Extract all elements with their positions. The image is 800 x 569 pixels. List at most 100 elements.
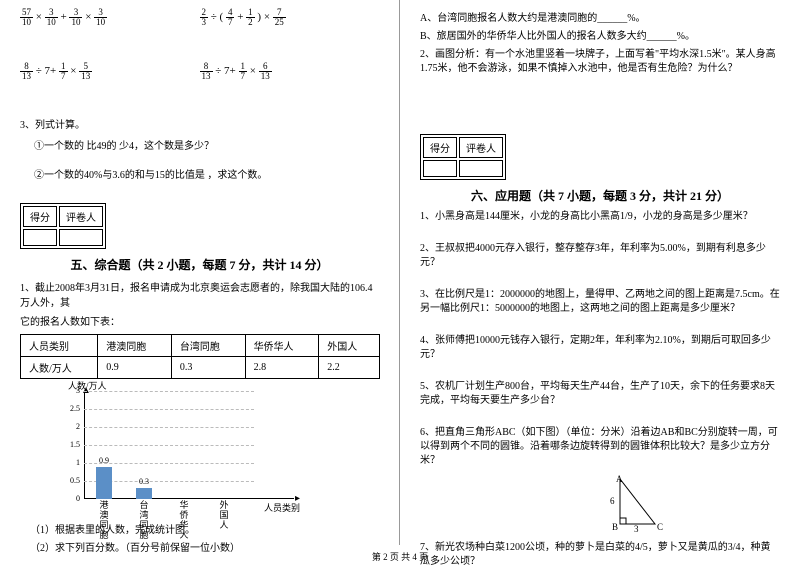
question-A: A、台湾同胞报名人数大约是港澳同胞的______%。 [420, 12, 780, 26]
formula-1b: 23 ÷ ( 47 + 12 ) × 725 [200, 8, 380, 27]
table-header-row: 人员类别 港澳同胞 台湾同胞 华侨华人 外国人 [21, 335, 380, 357]
section-5-title: 五、综合题（共 2 小题，每题 7 分，共计 14 分） [20, 256, 379, 273]
op: + [237, 11, 243, 23]
score-label: 得分 [423, 137, 457, 158]
score-cell[interactable] [423, 160, 457, 177]
frac-den: 2 [246, 18, 255, 27]
op: × [70, 65, 76, 77]
bar [136, 488, 152, 499]
question-6-6: 6、把直角三角形ABC（如下图）（单位：分米）沿着边AB和BC分别旋转一周，可以… [420, 426, 780, 468]
bar-value-label: 0.3 [134, 477, 154, 486]
question-6-1: 1、小黑身高是144厘米，小龙的身高比小黑高1/9，小龙的身高是多少厘米？ [420, 210, 780, 224]
formula-row-1: 5710 × 310 + 310 × 310 23 ÷ ( 47 + 12 ) … [20, 8, 379, 27]
frac-den: 13 [200, 72, 213, 81]
question-6-5: 5、农机厂计划生产800台，平均每天生产44台，生产了10天，余下的任务要求8天… [420, 380, 780, 408]
bar-value-label: 0.9 [94, 456, 114, 465]
table-header: 人员类别 [21, 335, 98, 357]
op: + [60, 11, 66, 23]
op: ÷ 7+ [215, 65, 236, 77]
y-tick: 0.5 [62, 476, 80, 485]
grid-line [84, 409, 254, 410]
question-3: 3、列式计算。 [20, 116, 379, 131]
frac-den: 13 [20, 72, 33, 81]
grid-line [84, 391, 254, 392]
frac-den: 10 [69, 18, 82, 27]
side-AB: 6 [610, 496, 615, 506]
op: × [36, 11, 42, 23]
question-6-4: 4、张师傅把10000元钱存入银行，定期2年，年利率为2.10%，到期后可取回多… [420, 334, 780, 362]
frac-den: 13 [79, 72, 92, 81]
formula-1a: 5710 × 310 + 310 × 310 [20, 8, 200, 27]
op: ) × [257, 11, 270, 23]
left-column: 5710 × 310 + 310 × 310 23 ÷ ( 47 + 12 ) … [0, 0, 400, 545]
question-6-2: 2、王叔叔把4000元存入银行，整存整存3年，年利率为5.00%，到期有利息多少… [420, 242, 780, 270]
question-3-1: ①一个数的 比49的 少4，这个数是多少？ [34, 137, 379, 152]
y-tick: 1 [62, 458, 80, 467]
question-6-3: 3、在比例尺是1：2000000的地图上，量得甲、乙两地之间的图上距离是7.5c… [420, 288, 780, 316]
data-table: 人员类别 港澳同胞 台湾同胞 华侨华人 外国人 人数/万人 0.9 0.3 2.… [20, 334, 380, 379]
vertex-A: A [616, 474, 623, 484]
side-BC: 3 [634, 524, 639, 534]
bar-chart: 人数/万人 ▲ ▸ 32.521.510.500.9港澳同胞0.3台湾同胞华侨华… [50, 387, 310, 517]
frac-den: 13 [259, 72, 272, 81]
op: × [85, 11, 91, 23]
grid-line [84, 445, 254, 446]
x-category-label: 港澳同胞 [96, 501, 112, 541]
vertex-B: B [612, 522, 618, 532]
table-cell: 2.2 [319, 357, 380, 379]
question-5-1-sub1: （1）根据表里的人数，完成统计图。 [30, 521, 379, 536]
frac-den: 10 [20, 18, 33, 27]
table-header: 华侨华人 [245, 335, 319, 357]
table-cell: 人数/万人 [21, 357, 98, 379]
op: × [250, 65, 256, 77]
score-cell[interactable] [23, 229, 57, 246]
table-cell: 2.8 [245, 357, 319, 379]
vertex-C: C [657, 522, 663, 532]
question-B: B、旅居国外的华侨华人比外国人的报名人数多大约______%。 [420, 30, 780, 44]
formula-2a: 813 ÷ 7+ 17 × 513 [20, 62, 200, 81]
frac-den: 7 [239, 72, 248, 81]
table-cell: 0.9 [98, 357, 172, 379]
section-6-title: 六、应用题（共 7 小题，每题 3 分，共计 21 分） [420, 187, 780, 204]
table-cell: 0.3 [171, 357, 245, 379]
frac-den: 25 [273, 18, 286, 27]
question-2: 2、画图分析：有一个水池里竖着一块牌子，上面写着"平均水深1.5米"。某人身高1… [420, 48, 780, 76]
right-column: A、台湾同胞报名人数大约是港澳同胞的______%。 B、旅居国外的华侨华人比外… [400, 0, 800, 545]
grid-line [84, 427, 254, 428]
table-header: 外国人 [319, 335, 380, 357]
score-box-right: 得分评卷人 [420, 134, 506, 180]
y-tick: 3 [62, 386, 80, 395]
question-5-1b: 它的报名人数如下表： [20, 313, 379, 328]
y-tick: 1.5 [62, 440, 80, 449]
formula-row-2: 813 ÷ 7+ 17 × 513 813 ÷ 7+ 17 × 613 [20, 62, 379, 81]
reviewer-label: 评卷人 [59, 206, 103, 227]
x-category-label: 华侨华人 [176, 501, 192, 541]
frac-den: 10 [45, 18, 58, 27]
reviewer-cell[interactable] [459, 160, 503, 177]
op: ÷ 7+ [36, 65, 57, 77]
question-3-2: ②一个数的40%与3.6的和与15的比值是 ，求这个数。 [34, 166, 379, 181]
bar [96, 467, 112, 499]
frac-den: 3 [200, 18, 209, 27]
page-footer: 第 2 页 共 4 页 [0, 550, 800, 563]
table-header: 港澳同胞 [98, 335, 172, 357]
x-category-label: 台湾同胞 [136, 501, 152, 541]
table-data-row: 人数/万人 0.9 0.3 2.8 2.2 [21, 357, 380, 379]
formula-2b: 813 ÷ 7+ 17 × 613 [200, 62, 380, 81]
x-axis-label: 人员类别 [264, 501, 300, 514]
page-container: 5710 × 310 + 310 × 310 23 ÷ ( 47 + 12 ) … [0, 0, 800, 545]
frac-den: 7 [226, 18, 235, 27]
triangle-diagram: A B C 6 3 [600, 474, 690, 534]
question-5-1a: 1、截止2008年3月31日，报名申请成为北京奥运会志愿者的，除我国大陆的106… [20, 279, 379, 309]
y-tick: 2.5 [62, 404, 80, 413]
y-tick: 2 [62, 422, 80, 431]
x-category-label: 外国人 [216, 501, 232, 531]
score-label: 得分 [23, 206, 57, 227]
score-box: 得分评卷人 [20, 203, 106, 249]
op: ÷ ( [211, 11, 223, 23]
frac-den: 7 [59, 72, 68, 81]
reviewer-label: 评卷人 [459, 137, 503, 158]
table-header: 台湾同胞 [171, 335, 245, 357]
reviewer-cell[interactable] [59, 229, 103, 246]
frac-den: 10 [94, 18, 107, 27]
